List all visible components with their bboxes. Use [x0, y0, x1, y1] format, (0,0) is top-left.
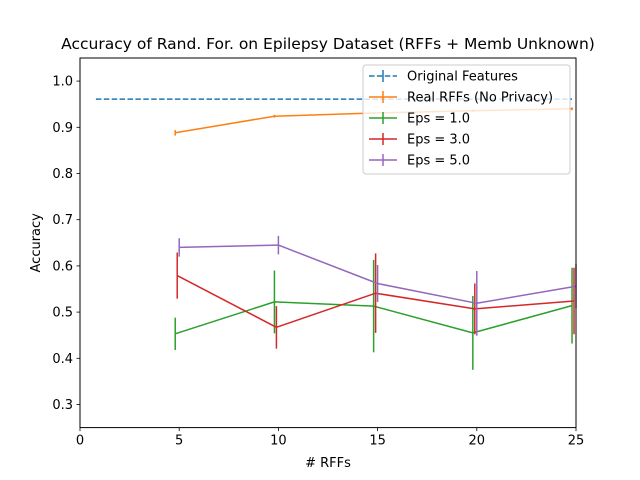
- x-tick-label: 25: [568, 434, 585, 449]
- y-tick-label: 0.9: [52, 121, 73, 136]
- x-tick-label: 10: [270, 434, 287, 449]
- legend-frame: [362, 64, 571, 175]
- series-line: [176, 274, 575, 329]
- legend-label: Real RFFs (No Privacy): [407, 91, 553, 106]
- y-tick-label: 0.4: [52, 352, 73, 367]
- y-tick-label: 1.0: [52, 75, 73, 90]
- plot-frame: [79, 57, 577, 429]
- y-axis-label: Accuracy: [29, 213, 44, 273]
- chart-title: Accuracy of Rand. For. on Epilepsy Datas…: [61, 35, 595, 53]
- x-tick-label: 15: [369, 434, 386, 449]
- axes: [79, 57, 577, 429]
- legend-label: Original Features: [407, 70, 518, 85]
- x-tick-label: 0: [76, 434, 84, 449]
- tick-marks: 0 5 10 15 20 25 0.3 0.4 0.5 0.6 0.7 0.8 0.9 1.0: [52, 75, 584, 449]
- x-tick-label: 20: [469, 434, 486, 449]
- y-tick-label: 0.6: [52, 259, 73, 274]
- y-tick-label: 0.3: [52, 398, 73, 413]
- series-line: [174, 301, 573, 335]
- x-tick-label: 5: [175, 434, 183, 449]
- y-tick-label: 0.7: [52, 213, 73, 228]
- series-line: [179, 244, 577, 305]
- x-axis-label: # RFFs: [305, 456, 351, 471]
- legend-label: Eps = 3.0: [407, 133, 470, 148]
- y-tick-label: 0.8: [52, 167, 73, 182]
- legend: Original Features Real RFFs (No Privacy) E…: [362, 64, 571, 175]
- y-tick-label: 0.5: [52, 306, 73, 321]
- legend-label: Eps = 5.0: [407, 154, 470, 169]
- series-3: [176, 252, 575, 349]
- legend-label: Eps = 1.0: [407, 112, 470, 127]
